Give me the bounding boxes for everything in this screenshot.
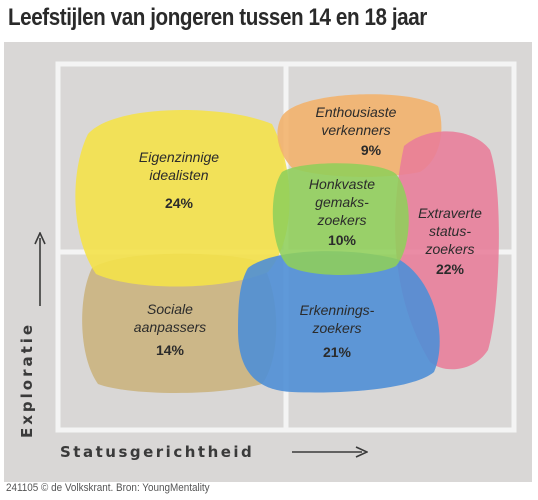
x-axis-arrow-icon [292, 446, 368, 458]
group-name-line: Sociale [147, 301, 193, 317]
group-name-line: Eigenzinnige [138, 149, 220, 165]
blob-enthousiaste-verkenners [277, 94, 442, 177]
group-name-line: aanpassers [133, 319, 207, 335]
group-name-line: status- [428, 223, 471, 239]
blob-honkvaste-gemakszoekers [272, 163, 409, 275]
blob-erkenningszoekers [238, 251, 440, 393]
group-erkenningszoekers: Erkennings- zoekers 21% [282, 301, 392, 361]
group-percentage: 22% [435, 261, 465, 277]
group-enthousiaste-verkenners: Enthousiaste verkenners 9% [296, 103, 416, 159]
group-percentage: 10% [327, 232, 357, 248]
group-percentage: 24% [164, 195, 194, 211]
group-name-line: Extraverte [418, 205, 482, 221]
group-name-line: idealisten [149, 167, 209, 183]
group-name-line: Erkennings- [299, 302, 375, 318]
group-sociale-aanpassers: Sociale aanpassers 14% [120, 300, 220, 359]
source-credit: 241105 © de Volkskrant. Bron: YoungMenta… [6, 482, 210, 494]
blob-sociale-aanpassers [82, 253, 277, 393]
group-percentage: 21% [322, 344, 352, 360]
group-name-line: zoekers [312, 320, 362, 336]
blob-eigenzinnige-idealisten [75, 110, 290, 287]
y-axis-label: Exploratie [18, 321, 36, 438]
group-name-line: Honkvaste [308, 176, 376, 192]
page-title: Leefstijlen van jongeren tussen 14 en 18… [8, 4, 427, 31]
group-name-line: gemaks- [315, 194, 369, 210]
group-name-line: Enthousiaste [315, 104, 397, 120]
group-extraverte-statuszoekers: Extraverte status- zoekers 22% [408, 204, 492, 278]
group-percentage: 9% [360, 142, 382, 158]
group-name-line: verkenners [321, 122, 391, 138]
y-axis-arrow-icon [34, 232, 46, 306]
group-honkvaste-gemakszoekers: Honkvaste gemaks- zoekers 10% [286, 175, 398, 249]
group-percentage: 14% [155, 342, 185, 358]
group-name-line: zoekers [317, 212, 367, 228]
group-eigenzinnige-idealisten: Eigenzinnige idealisten 24% [124, 148, 234, 212]
x-axis-label: Statusgerichtheid [60, 443, 255, 461]
group-name-line: zoekers [425, 241, 475, 257]
